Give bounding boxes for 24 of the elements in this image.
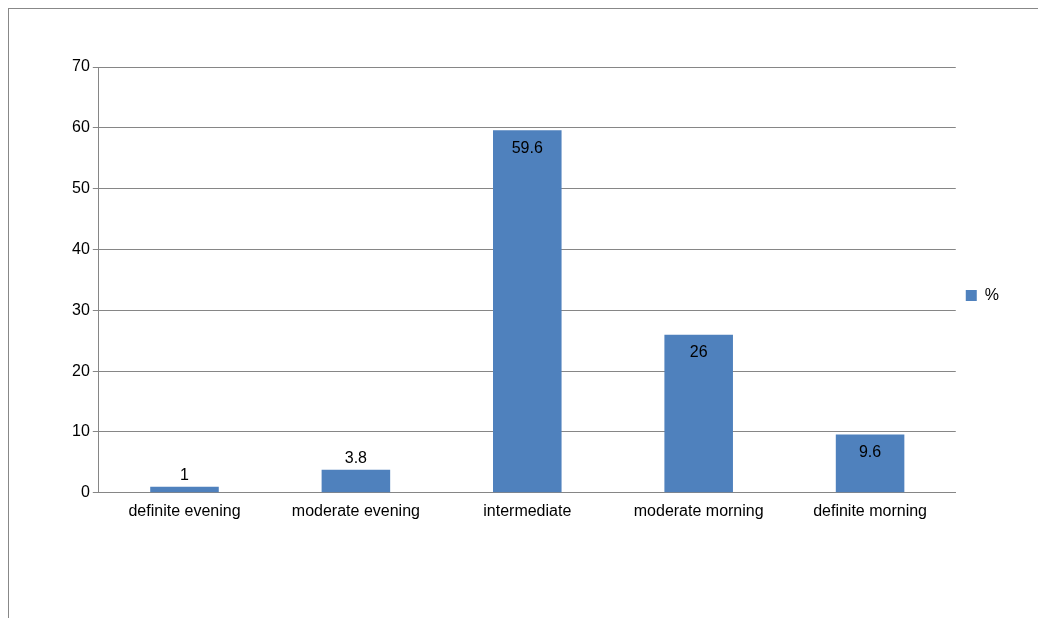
legend-label: % <box>984 285 1000 303</box>
x-tick-label: intermediate <box>483 501 572 519</box>
bar <box>493 130 562 493</box>
data-label: 1 <box>180 466 190 484</box>
y-tick-label: 70 <box>72 57 90 75</box>
y-tick-label: 0 <box>80 483 90 501</box>
x-tick-label: moderate evening <box>291 501 420 519</box>
bar <box>150 486 219 493</box>
data-label: 59.6 <box>511 138 543 156</box>
data-label: 26 <box>689 343 708 361</box>
y-tick-label: 30 <box>72 300 90 318</box>
y-tick-label: 10 <box>72 422 90 440</box>
data-label: 3.8 <box>344 449 368 467</box>
y-tick-label: 60 <box>72 118 90 136</box>
bar <box>835 434 905 493</box>
bar <box>664 334 733 493</box>
y-tick-label: 20 <box>72 361 90 379</box>
data-label: 9.6 <box>858 442 882 460</box>
bar <box>321 469 391 493</box>
y-tick-label: 50 <box>72 179 90 197</box>
y-tick-label: 40 <box>72 239 90 257</box>
x-tick-label: moderate morning <box>633 501 764 519</box>
x-tick-label: definite evening <box>128 501 241 519</box>
x-tick-label: definite morning <box>813 501 927 519</box>
